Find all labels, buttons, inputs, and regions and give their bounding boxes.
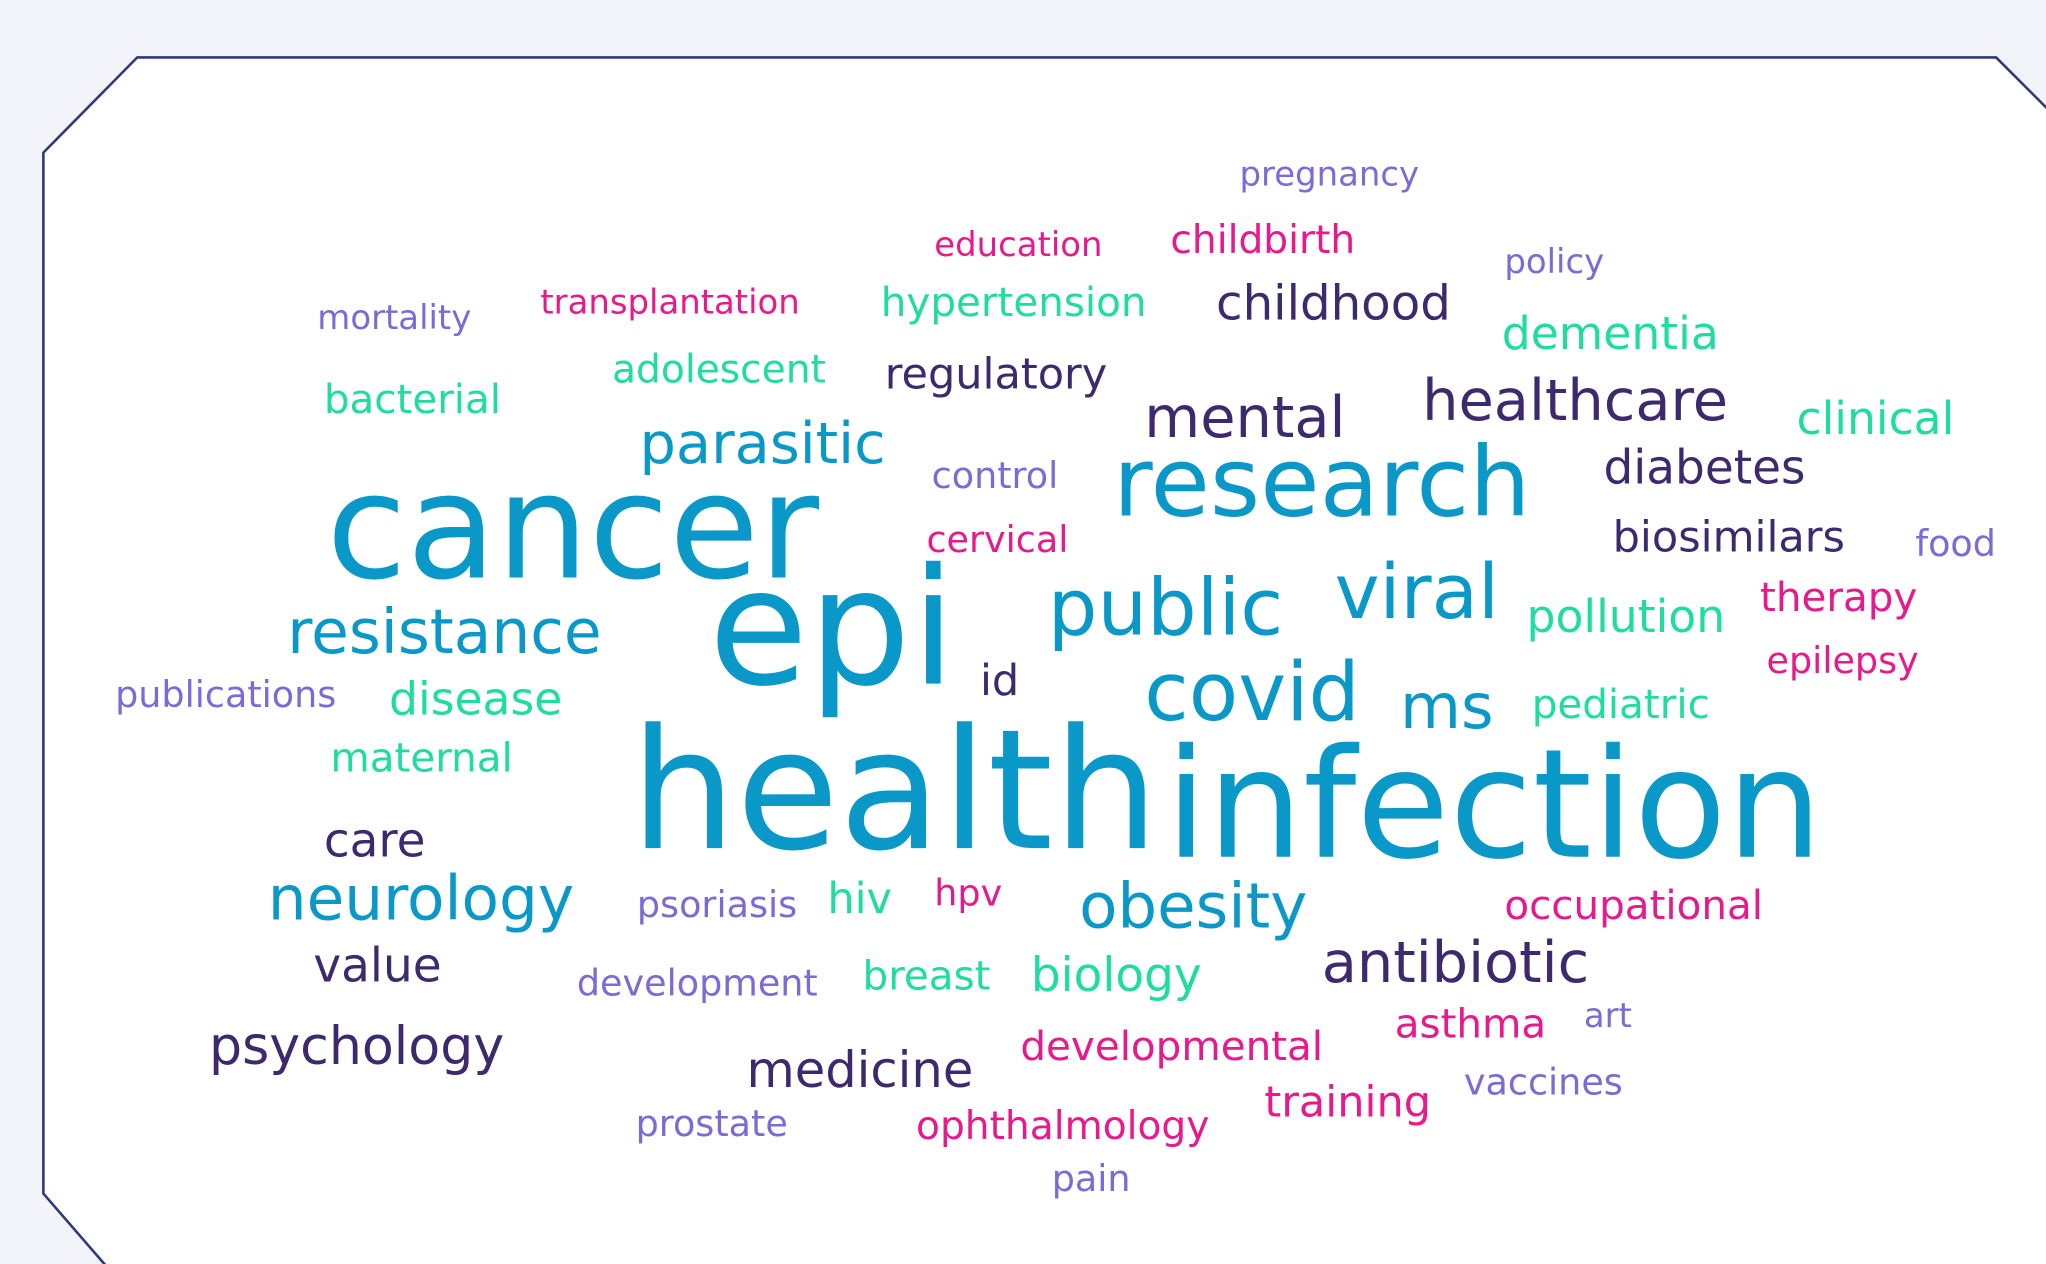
word: maternal — [330, 733, 512, 781]
word: neurology — [268, 863, 574, 934]
word: ms — [1400, 670, 1494, 743]
word: infection — [1165, 717, 1822, 893]
word: clinical — [1797, 392, 1955, 445]
word: occupational — [1504, 881, 1763, 929]
word: regulatory — [885, 349, 1108, 399]
word: policy — [1504, 242, 1604, 281]
word: covid — [1144, 646, 1360, 740]
word: disease — [389, 672, 562, 725]
word: obesity — [1079, 870, 1307, 943]
word: breast — [863, 951, 991, 999]
word: pollution — [1527, 590, 1726, 643]
word: publications — [115, 673, 336, 716]
word: prostate — [636, 1102, 788, 1145]
word: care — [324, 813, 426, 868]
word: food — [1915, 522, 1996, 565]
word: training — [1264, 1077, 1431, 1127]
word: adolescent — [612, 347, 826, 392]
word: transplantation — [540, 282, 799, 321]
word: cancer — [326, 442, 820, 612]
word: parasitic — [639, 410, 885, 477]
word: value — [313, 939, 441, 994]
word-cloud: pregnancy education childbirth policy mortal… — [115, 155, 1996, 1200]
word: education — [934, 225, 1102, 264]
word: epilepsy — [1767, 639, 1919, 682]
word: hpv — [934, 871, 1002, 914]
word: healthcare — [1422, 367, 1728, 434]
panel-frame — [42, 56, 2046, 1264]
word: pregnancy — [1240, 155, 1420, 194]
word: vaccines — [1464, 1060, 1623, 1103]
word: pediatric — [1532, 680, 1710, 728]
word: antibiotic — [1322, 929, 1589, 996]
word: control — [932, 454, 1059, 497]
word: bacterial — [324, 375, 501, 423]
word: biosimilars — [1613, 513, 1845, 563]
word: id — [980, 656, 1019, 706]
word: psychology — [209, 1017, 504, 1077]
word: resistance — [287, 597, 601, 668]
word: viral — [1335, 548, 1499, 636]
word: therapy — [1760, 573, 1917, 621]
word: asthma — [1395, 1000, 1546, 1048]
word: childhood — [1216, 276, 1451, 332]
word: diabetes — [1603, 440, 1805, 495]
word: developmental — [1020, 1022, 1323, 1070]
word: mortality — [317, 298, 471, 337]
word: dementia — [1502, 307, 1719, 360]
word: hypertension — [881, 278, 1147, 326]
word: cervical — [926, 518, 1068, 561]
word: childbirth — [1170, 218, 1355, 263]
word: research — [1113, 426, 1531, 539]
word: public — [1048, 563, 1283, 654]
word: pain — [1052, 1157, 1131, 1200]
word: art — [1584, 996, 1632, 1035]
word: biology — [1031, 948, 1202, 1003]
word: mental — [1144, 384, 1345, 451]
word: hiv — [827, 874, 892, 924]
word: epi — [709, 535, 956, 723]
word: ophthalmology — [916, 1104, 1209, 1149]
word: medicine — [746, 1041, 973, 1099]
word: health — [630, 694, 1159, 888]
word: psoriasis — [637, 883, 797, 926]
word: development — [577, 961, 818, 1004]
